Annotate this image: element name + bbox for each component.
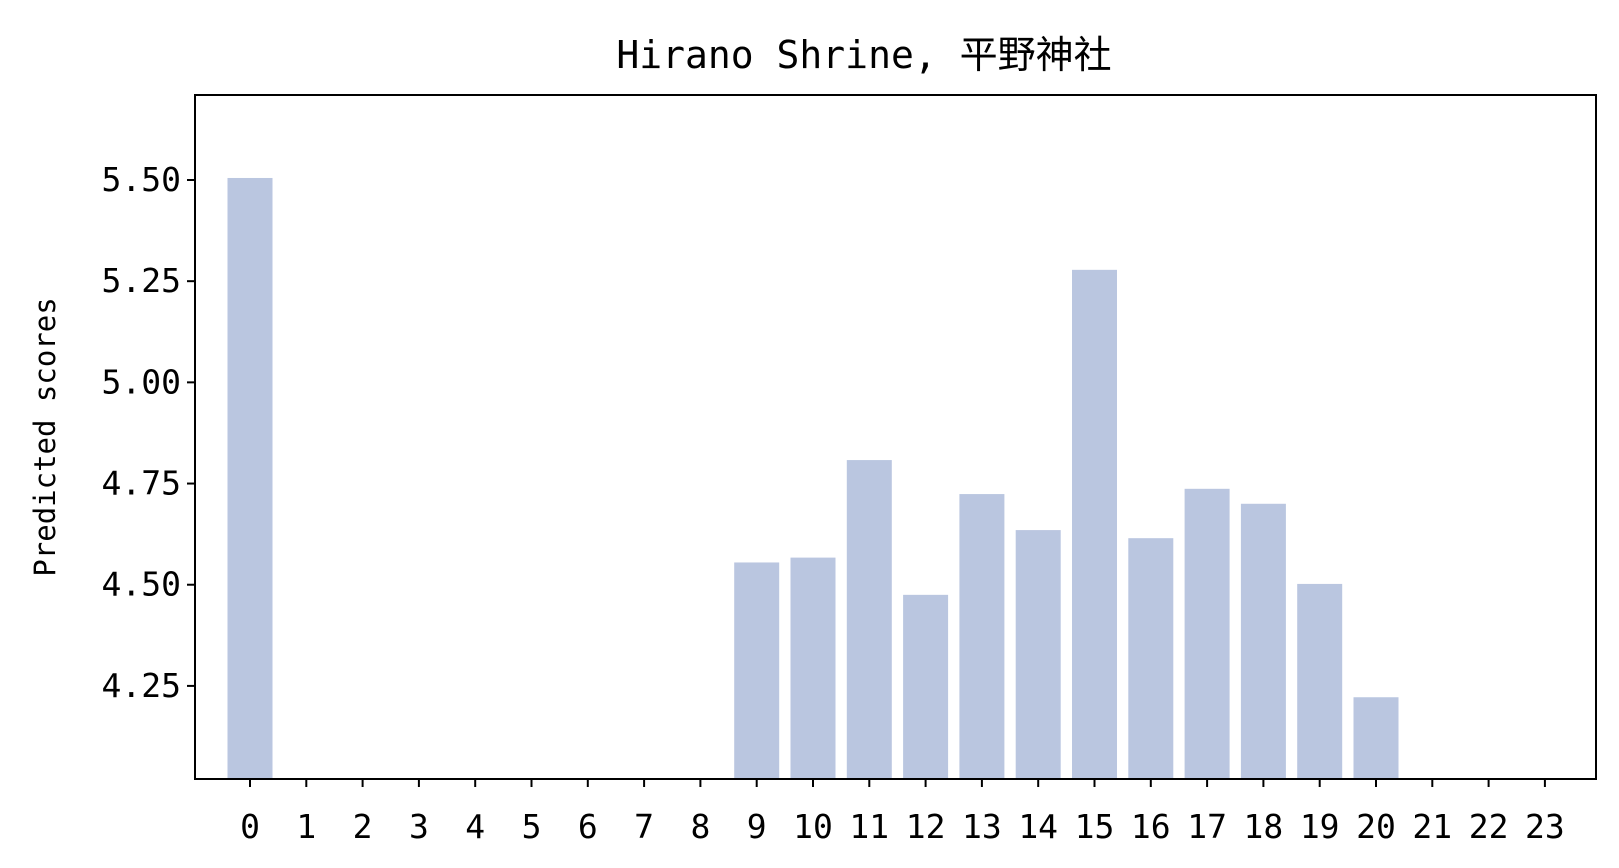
x-tick-label: 6	[578, 807, 598, 846]
x-tick-label: 0	[240, 807, 260, 846]
x-tick-label: 21	[1412, 807, 1452, 846]
x-tick-label: 22	[1469, 807, 1509, 846]
y-tick-label: 5.00	[102, 362, 181, 401]
x-axis: 0 1 2 3 4 5 6 7 8 9 10 11 12 13 14 15 16 17 18 19 20 21 22 23	[240, 779, 1565, 846]
x-tick-label: 17	[1187, 807, 1227, 846]
x-tick-label: 1	[296, 807, 316, 846]
chart-title: Hirano Shrine, 平野神社	[616, 33, 1111, 77]
bars-group	[227, 177, 1399, 780]
bar-18	[1240, 503, 1286, 779]
x-tick-label: 3	[409, 807, 429, 846]
x-tick-label: 16	[1131, 807, 1171, 846]
bar-16	[1128, 538, 1174, 779]
x-tick-label: 18	[1244, 807, 1284, 846]
x-tick-label: 7	[634, 807, 654, 846]
x-tick-label: 9	[747, 807, 767, 846]
x-tick-label: 5	[522, 807, 542, 846]
y-axis: 4.25 4.50 4.75 5.00 5.25 5.50	[102, 160, 195, 705]
bar-19	[1297, 583, 1343, 779]
x-tick-label: 15	[1075, 807, 1115, 846]
x-tick-label: 11	[849, 807, 889, 846]
x-tick-label: 23	[1525, 807, 1565, 846]
x-tick-label: 19	[1300, 807, 1340, 846]
bar-9	[734, 562, 780, 779]
y-tick-label: 4.75	[102, 464, 181, 503]
x-tick-label: 10	[793, 807, 833, 846]
bar-14	[1015, 530, 1061, 779]
bar-17	[1184, 488, 1230, 779]
x-tick-label: 4	[465, 807, 485, 846]
bar-11	[846, 460, 892, 779]
plot-frame	[194, 94, 1597, 780]
bar-13	[959, 494, 1005, 779]
y-tick-label: 4.50	[102, 565, 181, 604]
x-tick-label: 2	[353, 807, 373, 846]
x-tick-label: 14	[1018, 807, 1058, 846]
x-tick-label: 13	[962, 807, 1002, 846]
x-tick-label: 20	[1356, 807, 1396, 846]
bar-20	[1353, 697, 1399, 779]
bar-0	[227, 177, 273, 780]
y-tick-label: 4.25	[102, 666, 181, 705]
bar-12	[903, 594, 949, 779]
bar-15	[1072, 269, 1117, 779]
bar-10	[790, 557, 836, 779]
y-tick-label: 5.50	[102, 160, 181, 199]
x-tick-label: 8	[690, 807, 710, 846]
x-tick-label: 12	[906, 807, 946, 846]
y-axis-label: Predicted scores	[28, 297, 62, 576]
y-tick-label: 5.25	[102, 261, 181, 300]
